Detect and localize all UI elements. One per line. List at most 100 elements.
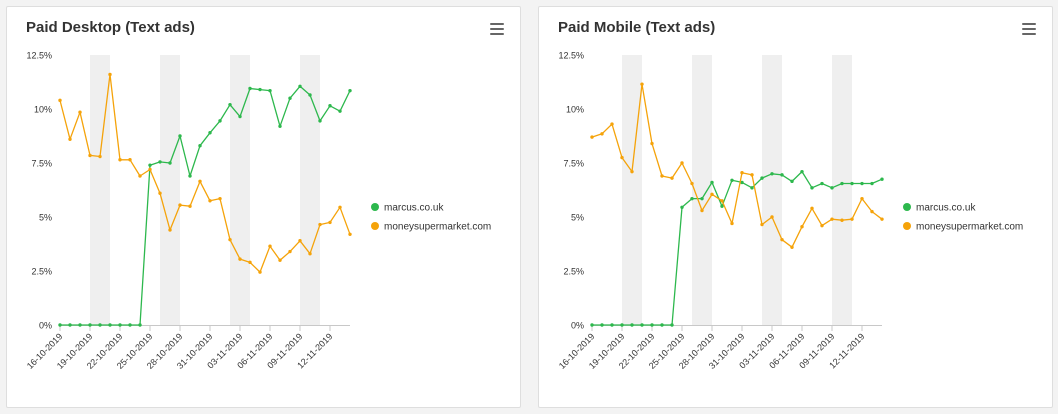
hamburger-menu-icon[interactable] (1022, 23, 1036, 35)
data-point[interactable] (610, 122, 614, 126)
data-point[interactable] (840, 218, 844, 222)
data-point[interactable] (780, 237, 784, 242)
data-point[interactable] (98, 323, 102, 327)
data-point[interactable] (298, 84, 302, 89)
data-point[interactable] (780, 173, 784, 177)
data-point[interactable] (138, 323, 142, 327)
data-point[interactable] (228, 237, 232, 242)
data-point[interactable] (218, 196, 222, 201)
hamburger-menu-icon[interactable] (490, 23, 504, 35)
data-point[interactable] (338, 205, 342, 209)
data-point[interactable] (188, 204, 192, 208)
data-point[interactable] (690, 181, 694, 186)
data-point[interactable] (98, 154, 102, 159)
data-point[interactable] (168, 228, 172, 232)
data-point[interactable] (600, 323, 604, 327)
data-point[interactable] (830, 217, 834, 221)
data-point[interactable] (590, 323, 594, 327)
data-point[interactable] (670, 176, 674, 180)
data-point[interactable] (348, 88, 352, 93)
data-point[interactable] (730, 178, 734, 182)
data-point[interactable] (78, 110, 82, 114)
data-point[interactable] (770, 172, 774, 176)
data-point[interactable] (770, 215, 774, 219)
data-point[interactable] (860, 196, 864, 201)
data-point[interactable] (128, 323, 132, 327)
data-point[interactable] (198, 144, 202, 148)
data-point[interactable] (318, 119, 322, 123)
data-point[interactable] (278, 258, 282, 262)
data-point[interactable] (148, 167, 152, 172)
data-point[interactable] (590, 135, 594, 139)
data-point[interactable] (128, 158, 132, 162)
legend-item[interactable]: marcus.co.uk (371, 203, 444, 214)
data-point[interactable] (248, 260, 252, 265)
data-point[interactable] (268, 88, 272, 93)
data-point[interactable] (650, 323, 654, 327)
data-point[interactable] (188, 174, 192, 178)
data-point[interactable] (318, 222, 322, 227)
data-point[interactable] (730, 221, 734, 226)
data-point[interactable] (158, 191, 162, 195)
data-point[interactable] (218, 119, 222, 123)
data-point[interactable] (228, 102, 232, 107)
data-point[interactable] (850, 181, 854, 186)
data-point[interactable] (810, 186, 814, 190)
data-point[interactable] (610, 323, 614, 327)
data-point[interactable] (820, 223, 824, 228)
data-point[interactable] (870, 209, 874, 214)
data-point[interactable] (288, 249, 292, 254)
data-point[interactable] (800, 225, 804, 229)
data-point[interactable] (338, 109, 342, 113)
data-point[interactable] (148, 163, 152, 167)
data-point[interactable] (258, 270, 262, 274)
data-point[interactable] (108, 323, 112, 327)
data-point[interactable] (78, 323, 82, 327)
data-point[interactable] (700, 196, 704, 201)
data-point[interactable] (238, 257, 242, 261)
data-point[interactable] (278, 124, 282, 128)
data-point[interactable] (328, 220, 332, 225)
data-point[interactable] (650, 141, 654, 146)
data-point[interactable] (710, 192, 714, 197)
data-point[interactable] (880, 177, 884, 181)
data-point[interactable] (830, 186, 834, 190)
data-point[interactable] (760, 176, 764, 180)
data-point[interactable] (68, 137, 72, 141)
data-point[interactable] (620, 155, 624, 160)
data-point[interactable] (660, 174, 664, 178)
data-point[interactable] (238, 114, 242, 119)
data-point[interactable] (178, 203, 182, 207)
legend-item[interactable]: moneysupermarket.com (371, 222, 491, 233)
data-point[interactable] (700, 208, 704, 213)
data-point[interactable] (308, 93, 312, 97)
data-point[interactable] (138, 174, 142, 178)
data-point[interactable] (800, 169, 804, 174)
data-point[interactable] (308, 252, 312, 256)
data-point[interactable] (88, 323, 92, 327)
data-point[interactable] (720, 204, 724, 208)
data-point[interactable] (268, 244, 272, 248)
data-point[interactable] (820, 181, 824, 186)
data-point[interactable] (600, 132, 604, 136)
data-point[interactable] (348, 232, 352, 236)
data-point[interactable] (208, 199, 212, 203)
data-point[interactable] (750, 186, 754, 190)
data-point[interactable] (740, 171, 744, 175)
data-point[interactable] (760, 222, 764, 227)
data-point[interactable] (850, 217, 854, 221)
data-point[interactable] (640, 323, 644, 327)
legend-item[interactable]: moneysupermarket.com (903, 222, 1023, 233)
data-point[interactable] (298, 239, 302, 243)
data-point[interactable] (810, 206, 814, 211)
data-point[interactable] (660, 323, 664, 327)
data-point[interactable] (630, 323, 634, 327)
data-point[interactable] (630, 169, 634, 174)
data-point[interactable] (670, 323, 674, 327)
data-point[interactable] (58, 98, 62, 103)
data-point[interactable] (258, 87, 262, 92)
data-point[interactable] (68, 323, 72, 327)
data-point[interactable] (750, 173, 754, 177)
data-point[interactable] (108, 72, 112, 77)
data-point[interactable] (690, 196, 694, 201)
